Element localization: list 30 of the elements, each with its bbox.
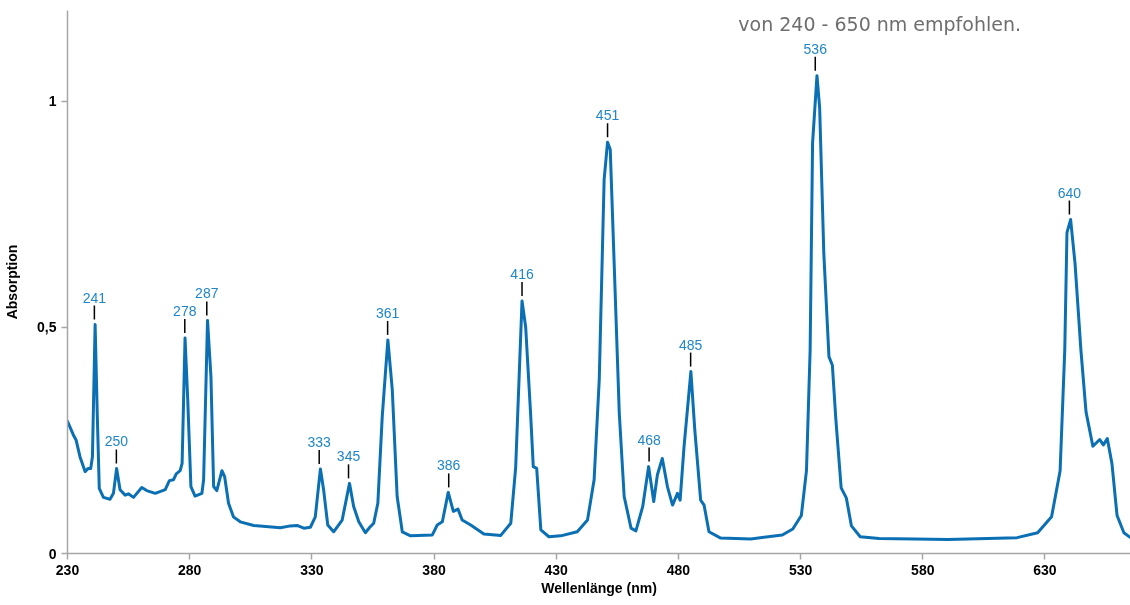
x-tick-label: 530	[788, 561, 813, 578]
annotation: 386	[437, 457, 461, 474]
x-tick-label: 580	[911, 561, 935, 578]
annotation: 468	[637, 431, 661, 448]
annotation: 287	[195, 285, 219, 302]
x-tick-label: 330	[300, 561, 324, 578]
x-tick-label: 380	[422, 561, 446, 578]
annotation: 416	[510, 266, 534, 283]
annotation: 241	[82, 289, 107, 306]
x-tick-label: 630	[1033, 561, 1057, 578]
annotation: 333	[307, 433, 332, 450]
x-axis-title: Wellenlänge (nm)	[541, 579, 657, 596]
x-tick-label: 280	[178, 561, 202, 578]
annotation: 451	[595, 107, 620, 124]
annotation: 536	[803, 40, 828, 57]
annotation: 640	[1057, 184, 1082, 201]
annotation: 250	[104, 433, 129, 450]
y-tick-label: 1	[48, 93, 57, 109]
annotation: von 240 - 650 nm empfohlen.	[738, 12, 1022, 35]
annotation: 485	[678, 336, 703, 353]
y-tick-label: 0	[48, 545, 57, 562]
annotation: 361	[375, 304, 400, 321]
x-tick-label: 480	[666, 561, 691, 578]
x-tick-label: 430	[544, 561, 569, 578]
x-tick-label: 230	[55, 561, 80, 578]
annotation: 278	[173, 303, 197, 320]
y-axis-title: Absorption	[4, 244, 21, 320]
line-series	[67, 74, 1130, 541]
annotation: 345	[336, 448, 361, 465]
y-tick-label: 0,5	[37, 319, 57, 336]
